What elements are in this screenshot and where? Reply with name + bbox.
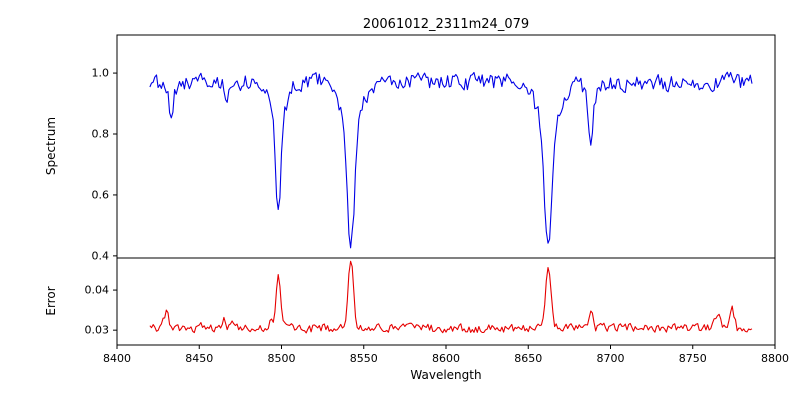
error-y-tick-label: 0.03 (85, 324, 110, 337)
x-tick-label: 8650 (514, 352, 542, 365)
x-tick-label: 8450 (185, 352, 213, 365)
error-y-tick-label: 0.04 (85, 284, 110, 297)
plot-layer: 0.4 0.6 0.8 1.0 0.03 0.04 8400 8450 8500 8550 8600… (85, 34, 789, 365)
error-line (149, 260, 753, 334)
x-tick-label: 8550 (350, 352, 378, 365)
spectrum-axes-frame (116, 34, 776, 259)
chart-title: 20061012_2311m24_079 (363, 17, 529, 32)
spectrum-y-tick-label: 0.4 (92, 249, 110, 262)
x-tick-label: 8600 (432, 352, 460, 365)
spectrum-y-tick-label: 0.6 (92, 188, 110, 201)
spectrum-y-tick-label: 1.0 (92, 67, 110, 80)
x-axis-label: Wavelength (410, 368, 481, 382)
x-tick-label: 8800 (761, 352, 789, 365)
x-tick-label: 8700 (597, 352, 625, 365)
spectrum-line (149, 71, 753, 249)
x-tick-label: 8750 (679, 352, 707, 365)
spectrum-y-axis-label: Spectrum (44, 117, 58, 175)
error-y-axis-label: Error (44, 286, 58, 315)
x-tick-label: 8500 (268, 352, 296, 365)
x-tick-label: 8400 (103, 352, 131, 365)
spectrum-y-tick-label: 0.8 (92, 128, 110, 141)
